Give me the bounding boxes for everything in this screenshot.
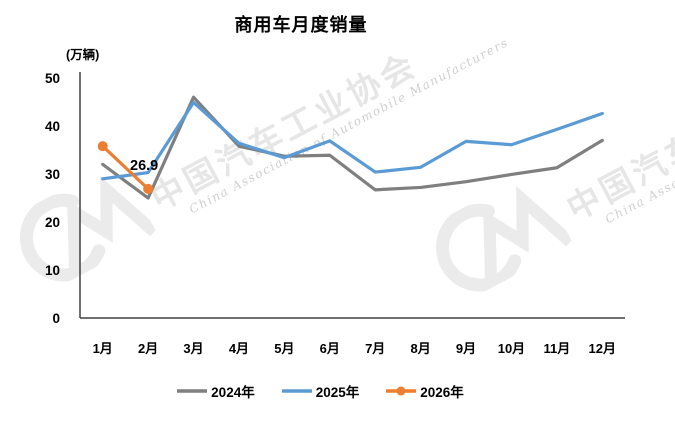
x-tick-label: 2月	[138, 341, 158, 356]
data-label: 26.9	[130, 158, 158, 174]
legend-label-2026: 2026年	[420, 385, 464, 400]
legend-item-2026: 2026年	[385, 381, 464, 401]
y-tick-label: 30	[45, 167, 60, 182]
y-axis-tick-labels: 0 10 20 30 40 50	[45, 71, 60, 326]
x-tick-label: 8月	[411, 341, 431, 356]
y-tick-label: 20	[45, 215, 60, 230]
axes	[79, 72, 625, 319]
x-tick-label: 7月	[365, 341, 385, 356]
x-tick-label: 10月	[498, 341, 525, 356]
y-tick-label: 10	[45, 263, 60, 278]
y-axis-unit-label: (万辆)	[66, 48, 100, 62]
legend-item-2024: 2024年	[176, 381, 255, 401]
legend-swatch-2025	[281, 389, 312, 393]
y-tick-label: 40	[45, 119, 60, 134]
x-tick-label: 5月	[274, 341, 294, 356]
legend-swatch-2026	[386, 386, 417, 396]
x-tick-label: 12月	[589, 341, 616, 356]
y-tick-label: 0	[52, 311, 60, 326]
y-tick-label: 50	[45, 71, 60, 86]
x-tick-label: 4月	[229, 341, 249, 356]
x-tick-label: 1月	[93, 341, 113, 356]
legend-item-2025: 2025年	[281, 381, 360, 401]
series-2024年	[101, 95, 604, 200]
chart-title: 商用车月度销量	[234, 15, 368, 35]
legend-label-2024: 2024年	[211, 385, 255, 400]
x-tick-label: 3月	[183, 341, 203, 356]
x-tick-label: 6月	[320, 341, 340, 356]
series-line	[101, 95, 604, 200]
legend-label-2025: 2025年	[315, 385, 360, 400]
legend-swatch-2024	[177, 389, 208, 393]
x-tick-label: 11月	[544, 341, 571, 356]
legend: 2024年 2025年 2026年	[0, 381, 640, 401]
data-point-marker	[97, 141, 108, 152]
data-point-marker	[143, 183, 154, 194]
x-tick-label: 9月	[456, 341, 476, 356]
series-2025年	[101, 100, 604, 181]
x-axis-tick-labels: 1月 2月 3月 4月 5月 6月 7月 8月 9月 10月 11月 12月	[93, 341, 616, 356]
series-line	[101, 100, 604, 181]
